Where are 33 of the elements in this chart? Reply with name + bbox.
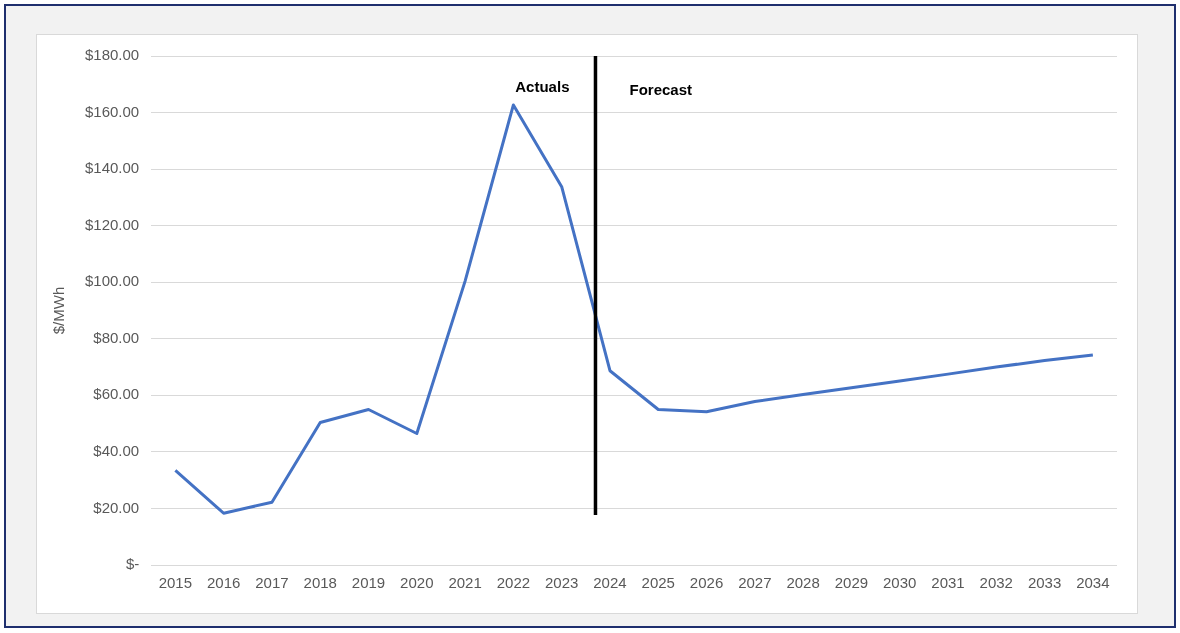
x-tick-label: 2032 xyxy=(979,574,1013,592)
x-tick-label: 2020 xyxy=(400,574,434,592)
x-tick-label: 2019 xyxy=(351,574,386,592)
y-tick-label: $- xyxy=(125,555,140,573)
x-tick-label: 2028 xyxy=(786,574,820,592)
y-axis-title: $/MWh xyxy=(50,286,68,335)
x-tick-label: 2026 xyxy=(689,574,724,592)
x-tick-label: 2024 xyxy=(593,574,627,592)
y-tick-label: $20.00 xyxy=(93,498,140,516)
y-tick-label: $180.00 xyxy=(84,46,140,64)
y-tick-label: $60.00 xyxy=(93,385,140,403)
y-tick-label: $140.00 xyxy=(84,159,140,177)
x-tick-label: 2029 xyxy=(834,574,869,592)
y-tick-label: $100.00 xyxy=(84,272,140,290)
x-tick-label: 2034 xyxy=(1076,574,1110,592)
x-tick-label: 2027 xyxy=(738,574,772,592)
y-tick-label: $80.00 xyxy=(93,328,140,346)
x-tick-label: 2021 xyxy=(448,574,482,592)
x-tick-label: 2022 xyxy=(496,574,531,592)
x-tick-label: 2030 xyxy=(883,574,917,592)
y-tick-label: $120.00 xyxy=(84,215,140,233)
x-tick-label: 2033 xyxy=(1027,574,1062,592)
annotation: Forecast xyxy=(629,81,693,99)
annotation: Actuals xyxy=(515,78,570,96)
x-tick-label: 2018 xyxy=(303,574,337,592)
x-tick-label: 2015 xyxy=(158,574,193,592)
x-tick-label: 2023 xyxy=(544,574,579,592)
x-tick-label: 2025 xyxy=(641,574,675,592)
y-tick-label: $160.00 xyxy=(84,102,140,120)
x-tick-label: 2031 xyxy=(931,574,965,592)
x-tick-label: 2017 xyxy=(255,574,289,592)
y-tick-label: $40.00 xyxy=(93,442,140,460)
x-tick-label: 2016 xyxy=(206,574,241,592)
